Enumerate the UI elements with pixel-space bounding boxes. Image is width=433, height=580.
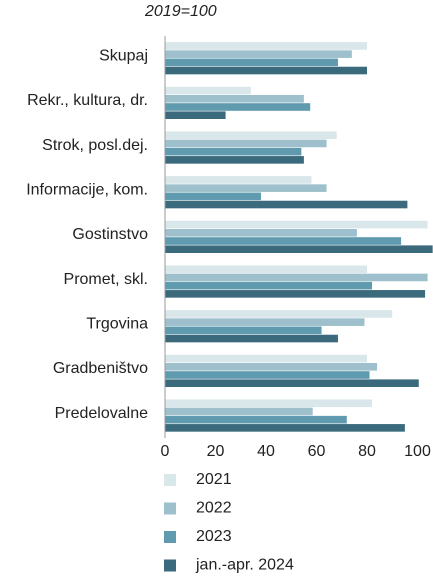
bar [165, 50, 352, 58]
x-tick-label: 0 [161, 443, 170, 460]
legend-label: jan.-apr. 2024 [195, 557, 294, 574]
y-tick-label: Gradbeništvo [53, 360, 148, 377]
bar [165, 176, 312, 184]
bar [165, 281, 373, 290]
bar [165, 147, 302, 156]
bar [165, 407, 313, 416]
legend-swatch [164, 531, 176, 543]
bar [165, 86, 251, 95]
bar [165, 424, 405, 432]
bar [165, 273, 428, 282]
legend-swatch [164, 474, 176, 486]
bar [165, 326, 322, 335]
y-tick-label: Promet, skl. [64, 271, 148, 288]
y-tick-label: Skupaj [99, 48, 148, 65]
bar [165, 237, 402, 245]
bar [165, 371, 370, 379]
x-tick-label: 80 [358, 443, 376, 460]
bar [165, 220, 428, 229]
y-tick-label: Rekr., kultura, dr. [27, 92, 148, 109]
x-tick-label: 60 [308, 443, 326, 460]
bar [165, 415, 347, 424]
bar [165, 139, 327, 148]
y-tick-label: Predelovalne [55, 405, 149, 422]
y-tick-label: Strok, posl.dej. [42, 137, 148, 154]
bar [165, 229, 357, 237]
bar [165, 318, 365, 326]
bar [165, 42, 367, 50]
bar [165, 354, 367, 363]
bar [165, 111, 226, 119]
bar [165, 363, 378, 371]
bar [165, 290, 426, 298]
legend-label: 2022 [196, 500, 232, 517]
bar [165, 310, 393, 318]
bar [165, 245, 433, 253]
bar [165, 156, 304, 164]
bar [165, 200, 408, 209]
legend-swatch [164, 559, 176, 572]
y-tick-label: Informacije, kom. [26, 182, 148, 199]
legend-label: 2023 [196, 528, 232, 545]
bar [165, 265, 367, 274]
bar [165, 66, 367, 75]
legend-label: 2021 [196, 471, 232, 488]
bar [165, 379, 419, 387]
bar [165, 334, 338, 343]
bar [165, 192, 261, 201]
bar [165, 95, 304, 103]
x-tick-label: 20 [207, 443, 225, 460]
y-tick-label: Gostinstvo [72, 226, 148, 243]
bar [165, 184, 327, 192]
bar [165, 103, 311, 111]
x-tick-label: 40 [257, 443, 275, 460]
x-tick-label: 100 [404, 443, 431, 460]
bar [165, 131, 337, 140]
bar [165, 399, 373, 408]
y-tick-label: Trgovina [86, 316, 148, 333]
chart-subtitle: 2019=100 [144, 3, 217, 20]
bar [165, 58, 338, 67]
legend-swatch [164, 502, 176, 515]
